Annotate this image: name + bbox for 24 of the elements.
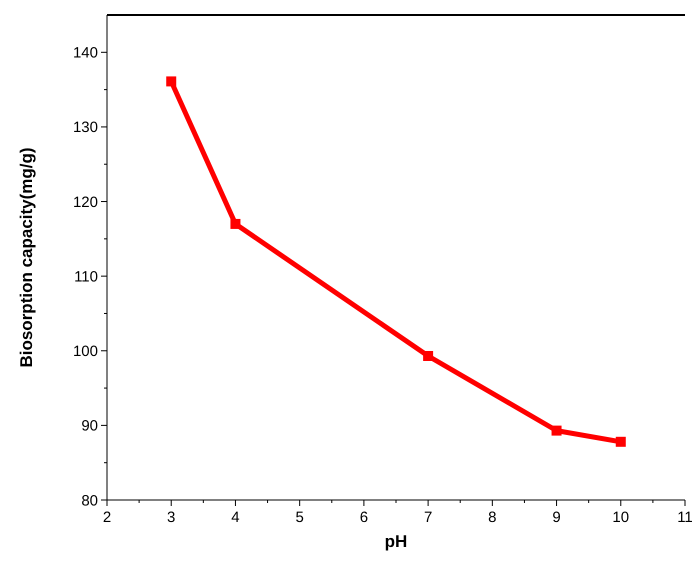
x-tick-label: 6 (360, 509, 368, 526)
point (552, 426, 562, 436)
x-tick-label: 3 (167, 509, 176, 526)
x-tick-label: 4 (231, 509, 240, 526)
y-tick-label: 110 (74, 268, 98, 286)
point (230, 218, 240, 229)
x-tick-label: 2 (102, 509, 112, 526)
x-tick-label: 11 (677, 509, 693, 526)
point (423, 350, 434, 361)
y-axis-title: Biosorption capacity(mg/g) (17, 147, 36, 368)
x-tick-label: 8 (488, 509, 497, 526)
x-axis-title: pH (384, 532, 408, 551)
y-tick-label: 100 (72, 343, 98, 360)
x-tick-label: 10 (612, 509, 630, 526)
x-tick-label: 5 (295, 509, 304, 526)
x-tick-label: 7 (424, 509, 432, 526)
y-tick-label: 130 (72, 119, 98, 136)
y-tick-label: 80 (81, 492, 98, 510)
y-tick-label: 90 (81, 418, 98, 435)
y-tick-label: 120 (72, 194, 98, 211)
point (166, 76, 176, 86)
y-tick-label: 140 (72, 44, 98, 62)
x-tick-label: 9 (552, 509, 561, 526)
point (616, 436, 626, 447)
